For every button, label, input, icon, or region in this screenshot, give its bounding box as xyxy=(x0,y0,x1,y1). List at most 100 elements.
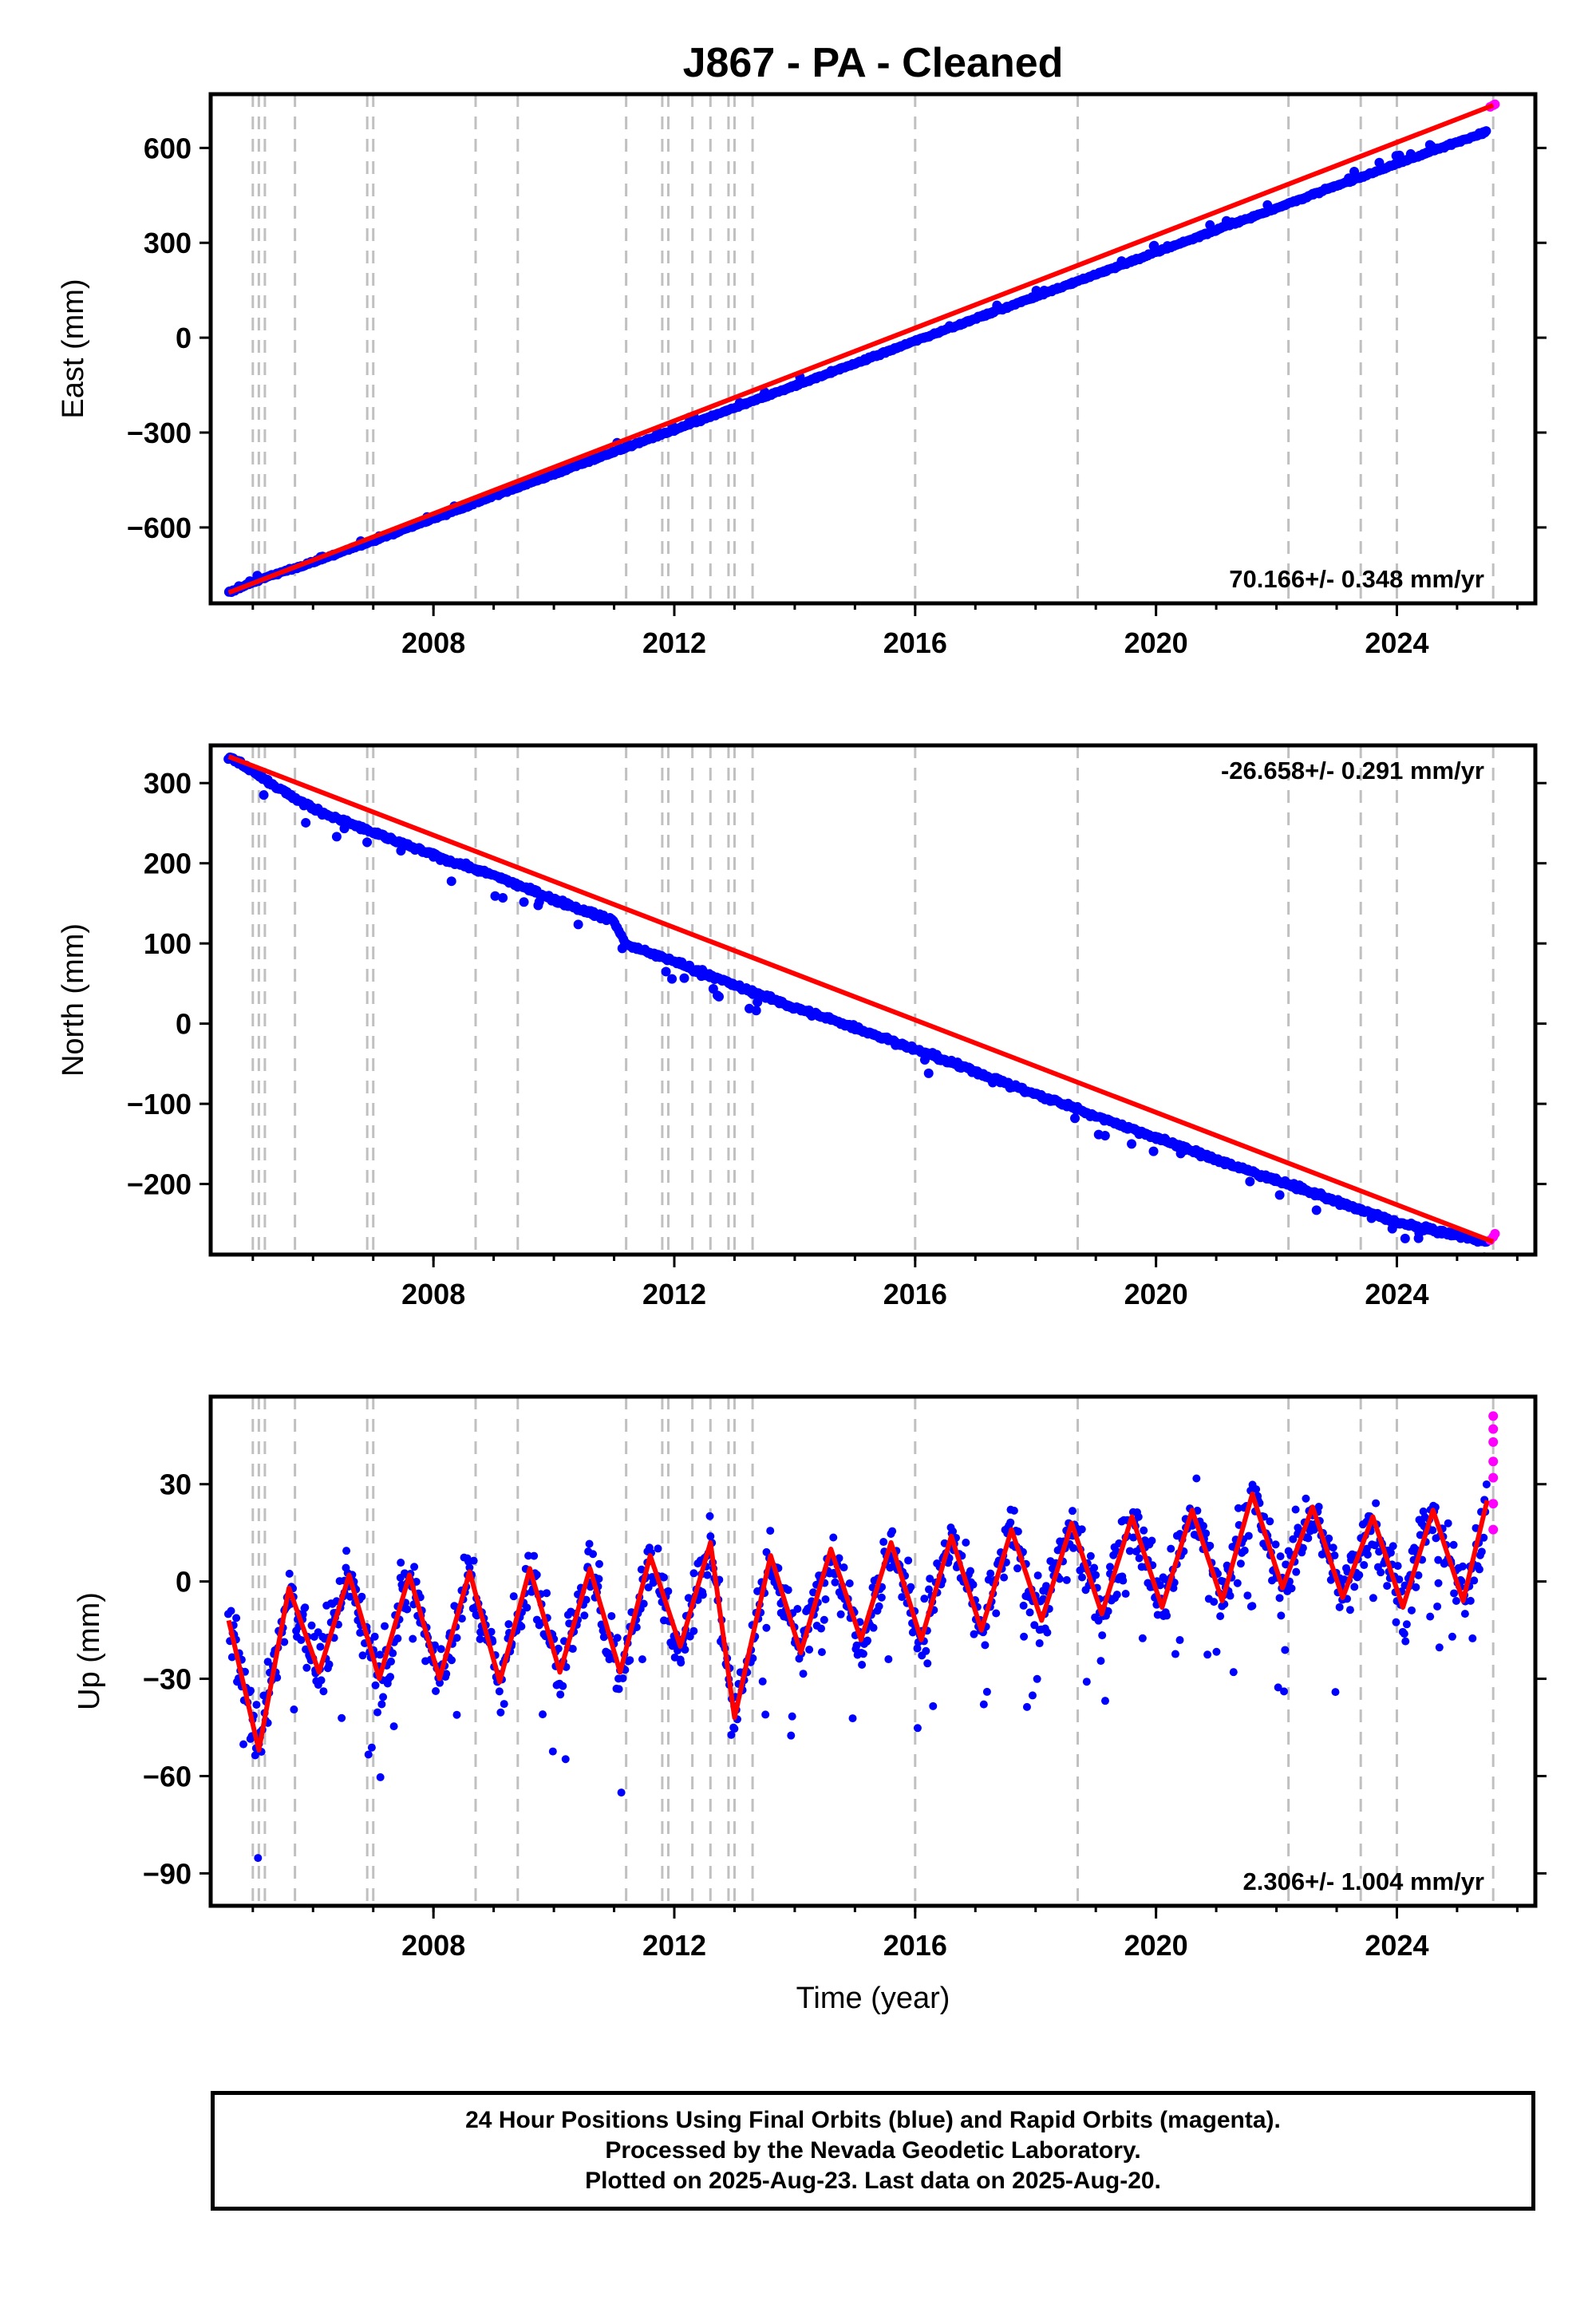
final-orbit-point xyxy=(913,1724,922,1733)
final-orbit-point xyxy=(1236,1559,1245,1568)
final-orbit-point xyxy=(1271,1540,1280,1549)
final-orbit-point xyxy=(924,1585,933,1594)
final-orbit-point xyxy=(1082,1678,1091,1686)
y-tick-label: 300 xyxy=(144,227,192,259)
final-orbit-point xyxy=(852,1641,861,1650)
east-plot-frame xyxy=(208,92,1538,606)
final-orbit-point xyxy=(1216,1612,1225,1621)
final-orbit-point xyxy=(618,1674,627,1683)
final-orbit-point xyxy=(1135,1554,1144,1563)
final-orbit-point xyxy=(1369,1594,1377,1603)
final-orbit-point xyxy=(280,1638,289,1646)
final-orbit-point xyxy=(859,1650,867,1658)
final-orbit-point xyxy=(1281,1646,1290,1654)
east-event-lines xyxy=(251,94,1495,603)
east-data-points xyxy=(223,99,1500,597)
final-orbit-point xyxy=(949,1527,958,1535)
rapid-orbit-point xyxy=(1488,1524,1499,1535)
y-tick-label: −60 xyxy=(143,1760,192,1792)
final-orbit-point xyxy=(1426,1612,1435,1621)
x-tick-label: 2016 xyxy=(883,1278,947,1310)
final-orbit-point xyxy=(403,1605,412,1614)
north-y-axis: −200 −100 0 100 200 300 xyxy=(127,767,1547,1201)
final-orbit-point xyxy=(1370,1541,1379,1550)
final-orbit-point xyxy=(397,1559,405,1567)
final-orbit-point xyxy=(1013,1528,1022,1536)
final-orbit-point xyxy=(654,1544,662,1553)
final-orbit-point xyxy=(1314,1503,1323,1512)
final-orbit-point xyxy=(1475,1565,1483,1574)
final-orbit-point xyxy=(367,1743,376,1752)
final-orbit-point xyxy=(1482,1480,1491,1488)
up-data-points xyxy=(223,1411,1499,1863)
final-orbit-point xyxy=(1243,1591,1252,1600)
final-orbit-point xyxy=(316,1642,325,1651)
final-orbit-point xyxy=(325,1660,334,1669)
final-orbit-point xyxy=(1245,1176,1255,1187)
east-rate-label: 70.166+/- 0.348 mm/yr xyxy=(1229,565,1484,593)
rapid-orbit-point xyxy=(1488,1472,1499,1483)
final-orbit-point xyxy=(970,1630,978,1638)
final-orbit-point xyxy=(1025,1608,1034,1617)
final-orbit-point xyxy=(259,790,269,800)
final-orbit-point xyxy=(1449,1540,1458,1549)
final-orbit-point xyxy=(614,1685,623,1694)
north-x-axis: 2008 2012 2016 2020 2024 xyxy=(251,1255,1519,1310)
final-orbit-point xyxy=(338,1713,346,1722)
final-orbit-point xyxy=(705,1512,714,1520)
final-orbit-point xyxy=(848,1714,857,1723)
north-event-lines xyxy=(251,745,1495,1255)
final-orbit-point xyxy=(1006,1518,1015,1527)
final-orbit-point xyxy=(817,1624,826,1633)
final-orbit-point xyxy=(831,1578,839,1587)
final-orbit-point xyxy=(788,1712,796,1721)
final-orbit-point xyxy=(1302,1494,1310,1503)
final-orbit-point xyxy=(1100,1697,1109,1705)
final-orbit-point xyxy=(1062,1575,1071,1584)
final-orbit-point xyxy=(1033,1674,1041,1683)
final-orbit-point xyxy=(446,876,456,887)
final-orbit-point xyxy=(457,1614,466,1623)
final-orbit-point xyxy=(469,1556,478,1565)
final-orbit-point xyxy=(543,1589,551,1598)
final-orbit-point xyxy=(659,1573,668,1582)
final-orbit-point xyxy=(1481,126,1491,136)
final-orbit-point xyxy=(969,1580,978,1589)
rapid-orbit-point xyxy=(1488,1499,1499,1509)
final-orbit-point xyxy=(1078,1573,1087,1582)
final-orbit-point xyxy=(713,991,724,1002)
final-orbit-point xyxy=(342,1547,351,1555)
model-fit-line xyxy=(227,754,1495,1244)
final-orbit-point xyxy=(227,1607,235,1615)
final-orbit-point xyxy=(1298,1543,1307,1552)
final-orbit-point xyxy=(331,832,342,842)
final-orbit-point xyxy=(1244,1531,1253,1540)
final-orbit-point xyxy=(517,1622,526,1631)
final-orbit-point xyxy=(1009,1506,1018,1515)
final-orbit-point xyxy=(1412,1583,1420,1591)
final-orbit-point xyxy=(1013,1564,1022,1573)
final-orbit-point xyxy=(1171,1650,1179,1658)
final-orbit-point xyxy=(1148,1146,1159,1156)
final-orbit-point xyxy=(626,1656,634,1665)
final-orbit-point xyxy=(613,1634,622,1642)
north-plot-frame xyxy=(208,743,1538,1257)
figure-title: J867 - PA - Cleaned xyxy=(683,40,1064,86)
final-orbit-point xyxy=(821,1595,830,1604)
final-orbit-point xyxy=(582,1595,591,1604)
footer-line-1: 24 Hour Positions Using Final Orbits (bl… xyxy=(465,2107,1281,2133)
final-orbit-point xyxy=(829,1533,838,1542)
final-orbit-point xyxy=(373,1708,382,1717)
final-orbit-point xyxy=(922,1646,930,1655)
final-orbit-point xyxy=(617,1788,626,1797)
final-orbit-point xyxy=(639,1599,648,1608)
y-tick-label: 0 xyxy=(176,1566,192,1599)
up-y-axis: −90 −60 −30 0 30 xyxy=(143,1468,1547,1890)
y-tick-label: 0 xyxy=(176,322,192,354)
final-orbit-point xyxy=(1452,1596,1460,1605)
final-orbit-point xyxy=(979,1700,988,1709)
final-orbit-point xyxy=(389,1649,397,1658)
final-orbit-point xyxy=(377,1700,386,1709)
east-x-axis: 2008 2012 2016 2020 2024 xyxy=(251,603,1519,659)
